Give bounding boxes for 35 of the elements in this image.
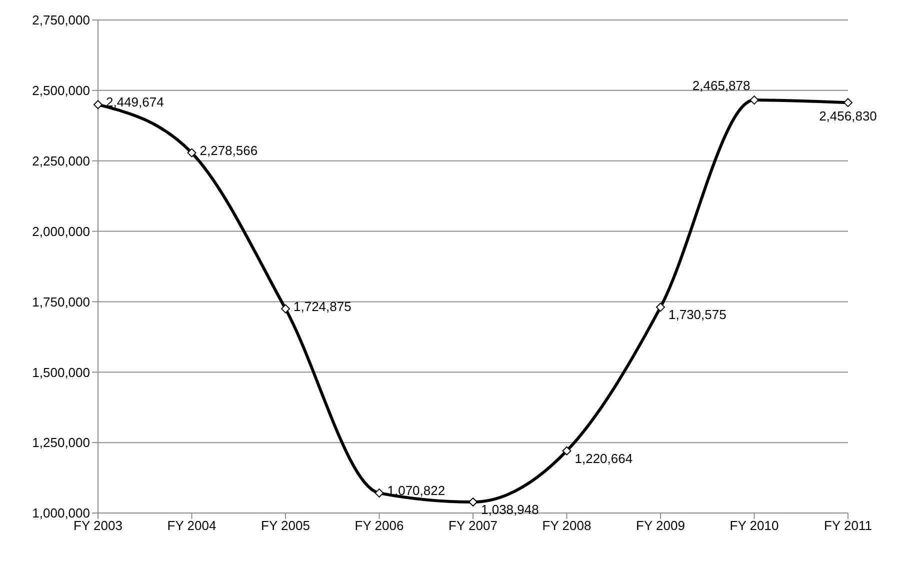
x-tick-label: FY 2008 (542, 518, 592, 534)
x-tick-label: FY 2010 (730, 518, 779, 534)
point (468, 498, 478, 507)
y-tick-label: 2,750,000 (32, 12, 90, 28)
point (562, 446, 572, 456)
x-tick-label: FY 2009 (636, 518, 685, 534)
data-label: 2,449,674 (106, 94, 164, 110)
data-label: 1,220,664 (574, 450, 633, 466)
data-label: 1,070,822 (387, 483, 446, 498)
point (844, 98, 852, 108)
point (374, 488, 384, 498)
point (656, 302, 665, 312)
x-tick-label: FY 2006 (354, 518, 404, 534)
x-tick-label: FY 2007 (448, 518, 498, 534)
y-tick-label: 2,000,000 (32, 224, 90, 239)
x-tick-label: FY 2011 (824, 518, 872, 534)
data-label: 2,465,878 (692, 78, 750, 94)
data-label: 2,278,566 (200, 142, 258, 158)
data-label: 2,456,830 (819, 108, 877, 124)
y-tick-label: 1,750,000 (32, 294, 90, 310)
data-label: 1,730,575 (668, 307, 726, 322)
point (94, 100, 102, 110)
point (187, 148, 196, 158)
data-label: 1,724,875 (294, 298, 352, 314)
y-tick-label: 1,500,000 (32, 364, 90, 380)
y-tick-label: 2,500,000 (32, 83, 90, 98)
point (750, 96, 759, 105)
y-tick-label: 1,250,000 (32, 435, 90, 450)
x-tick-label: FY 2005 (261, 518, 310, 534)
x-tick-label: FY 2004 (167, 518, 216, 534)
data-label: 1,038,948 (481, 502, 539, 518)
x-tick-label: FY 2003 (74, 518, 122, 534)
point (281, 304, 290, 314)
y-tick-label: 2,250,000 (32, 153, 90, 168)
y-tick-label: 1,000,000 (32, 506, 90, 521)
